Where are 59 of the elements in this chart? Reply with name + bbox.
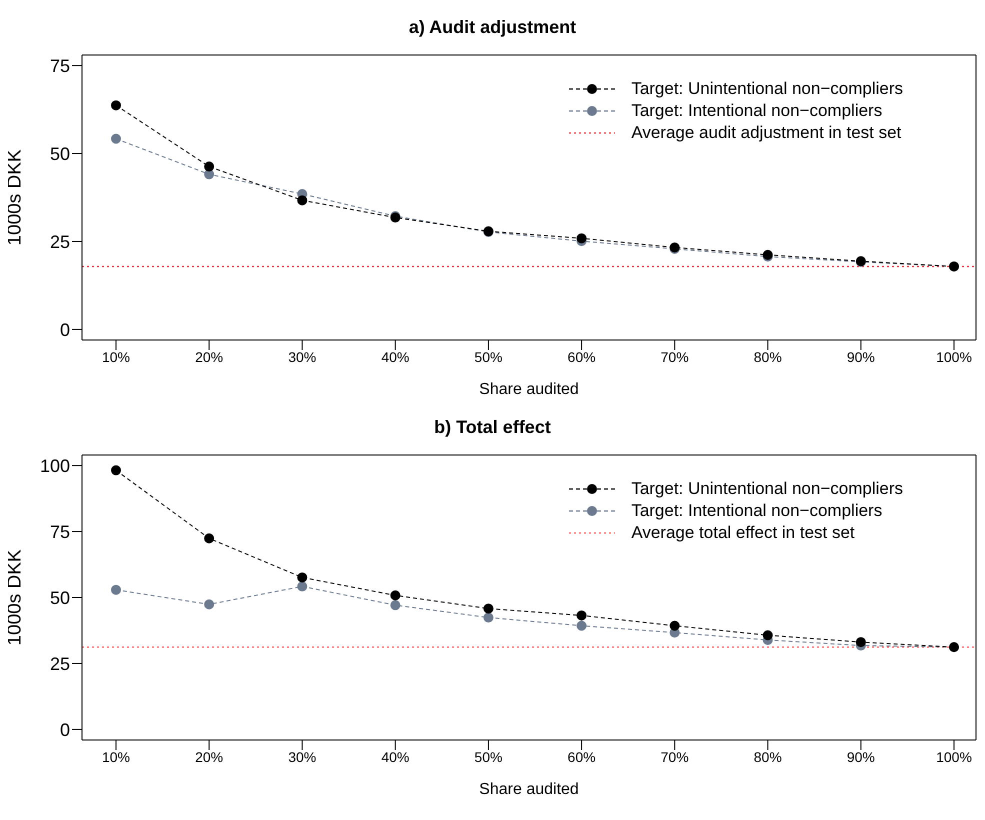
point bbox=[111, 100, 121, 110]
y-tick-label: 75 bbox=[50, 56, 70, 76]
point bbox=[111, 134, 121, 144]
point bbox=[576, 610, 587, 620]
y-tick-label: 50 bbox=[50, 588, 70, 608]
y-tick-label: 0 bbox=[60, 720, 70, 740]
point bbox=[390, 590, 400, 600]
x-tick-label: 50% bbox=[474, 348, 502, 365]
x-tick-label: 100% bbox=[936, 748, 972, 765]
x-tick-label: 10% bbox=[102, 348, 130, 365]
y-tick-label: 100 bbox=[40, 456, 70, 476]
x-tick-label: 20% bbox=[195, 348, 224, 365]
legend-label: Target: Unintentional non−compliers bbox=[631, 479, 903, 499]
x-tick-label: 70% bbox=[660, 748, 689, 765]
point bbox=[204, 162, 214, 172]
y-tick-label: 0 bbox=[60, 320, 70, 340]
x-tick-label: 20% bbox=[195, 748, 224, 765]
x-axis-title: Share audited bbox=[479, 781, 579, 798]
point bbox=[297, 581, 308, 592]
x-tick-label: 80% bbox=[754, 348, 782, 365]
legend-label: Average total effect in test set bbox=[631, 523, 855, 543]
point bbox=[390, 600, 400, 610]
y-tick-label: 50 bbox=[50, 144, 70, 164]
x-tick-label: 30% bbox=[288, 348, 316, 365]
point bbox=[483, 612, 494, 623]
legend-label: Target: Intentional non−compliers bbox=[631, 101, 882, 121]
x-tick-label: 60% bbox=[568, 348, 596, 365]
x-tick-label: 10% bbox=[102, 748, 130, 765]
x-tick-label: 70% bbox=[660, 348, 689, 365]
x-tick-label: 80% bbox=[754, 748, 782, 765]
point bbox=[204, 599, 214, 610]
point bbox=[297, 572, 308, 582]
x-tick-label: 60% bbox=[568, 748, 596, 765]
point bbox=[762, 630, 773, 640]
y-tick-label: 75 bbox=[50, 522, 70, 542]
point bbox=[111, 584, 121, 595]
x-tick-label: 90% bbox=[846, 348, 875, 365]
point bbox=[576, 620, 587, 631]
x-tick-label: 40% bbox=[381, 348, 410, 365]
x-tick-label: 90% bbox=[846, 748, 875, 765]
legend-label: Target: Intentional non−compliers bbox=[631, 501, 882, 521]
y-tick-label: 25 bbox=[50, 232, 70, 252]
x-tick-label: 30% bbox=[288, 748, 316, 765]
point bbox=[576, 233, 587, 244]
chart-title: a) Audit adjustment bbox=[408, 16, 578, 39]
x-tick-label: 100% bbox=[936, 348, 972, 365]
y-tick-label: 25 bbox=[50, 654, 70, 674]
x-axis-title: Share audited bbox=[479, 381, 579, 398]
point bbox=[856, 637, 866, 648]
point bbox=[483, 604, 494, 614]
x-tick-label: 40% bbox=[381, 748, 410, 765]
point bbox=[670, 620, 680, 631]
chart-title: b) Total effect bbox=[433, 416, 552, 439]
point bbox=[204, 533, 214, 544]
legend-label: Target: Unintentional non−compliers bbox=[631, 79, 903, 99]
legend-label: Average audit adjustment in test set bbox=[631, 123, 902, 143]
x-tick-label: 50% bbox=[474, 748, 502, 765]
point bbox=[297, 195, 308, 206]
point bbox=[111, 465, 121, 476]
